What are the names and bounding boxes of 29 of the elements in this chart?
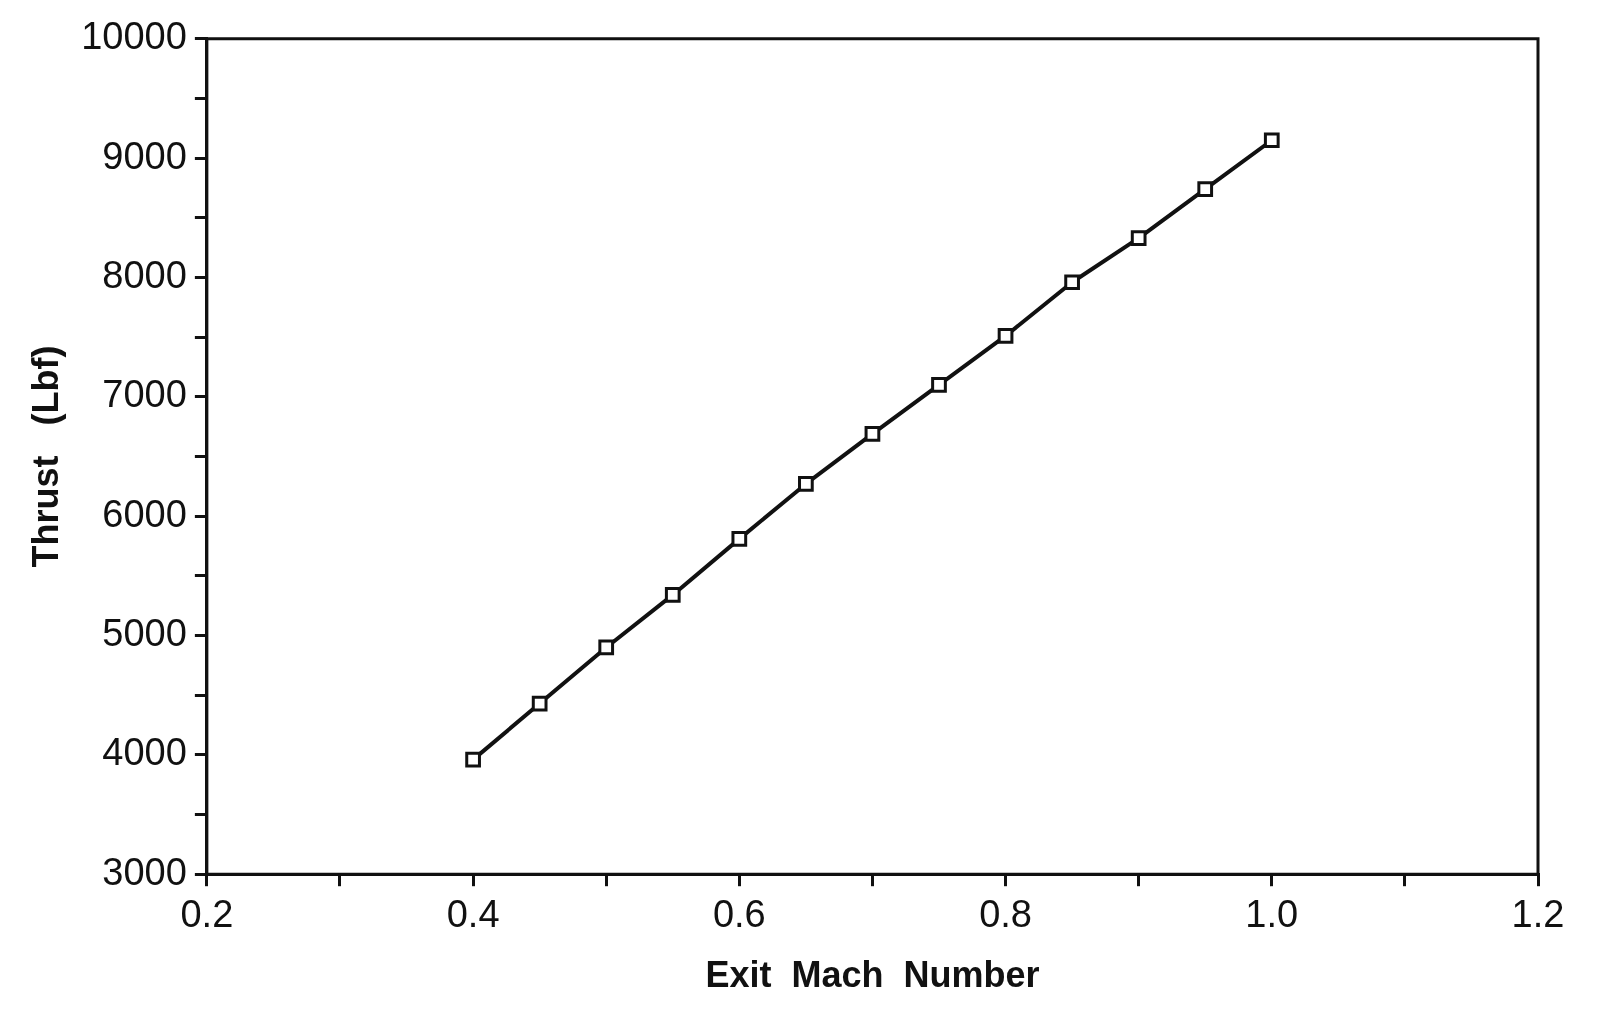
x-tick-label: 0.8 [979,893,1032,936]
x-tick-label: 1.0 [1245,893,1299,936]
y-tick-label: 8000 [102,253,187,296]
y-tick-label: 9000 [102,134,187,177]
point [531,695,548,712]
y-tick-label: 6000 [102,492,187,535]
x-tick-label: 1.2 [1511,893,1565,936]
point [1263,132,1280,149]
x-axis-title: Exit Mach Number [705,954,1040,996]
y-tick-label: 3000 [102,850,187,893]
point [465,751,481,768]
x-tick-label: 0.6 [712,893,766,936]
x-tick-label: 0.4 [446,893,500,936]
point [997,328,1014,344]
y-axis-title: Thrust (Lbf) [24,345,66,568]
point [798,476,814,492]
point [598,639,615,656]
y-tick-label: 10000 [81,15,187,58]
point [931,377,947,393]
y-tick-label: 5000 [102,612,187,654]
point [1130,230,1147,246]
point [664,587,681,603]
x-tick-label: 0.2 [180,893,234,936]
point [731,530,748,547]
point [1064,274,1080,291]
y-tick-label: 7000 [102,373,187,416]
point [1197,181,1214,198]
y-tick-label: 4000 [102,731,187,774]
point [864,425,881,442]
